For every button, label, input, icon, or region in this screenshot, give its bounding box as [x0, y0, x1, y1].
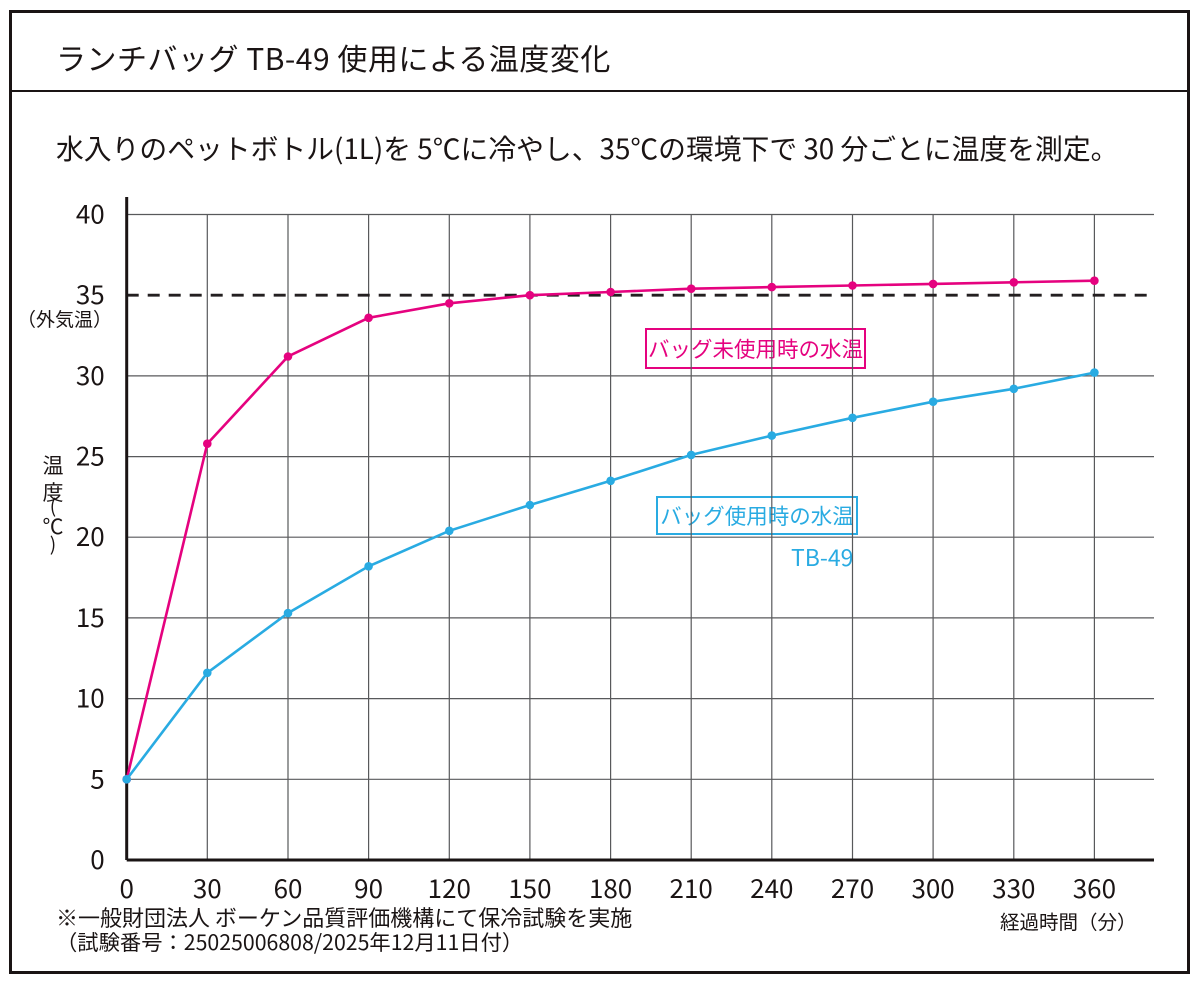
svg-text:210: 210: [670, 869, 713, 906]
svg-text:240: 240: [750, 869, 793, 906]
svg-text:10: 10: [76, 679, 105, 716]
svg-text:5: 5: [90, 759, 104, 796]
svg-text:90: 90: [354, 869, 383, 906]
svg-text:120: 120: [428, 869, 471, 906]
svg-text:15: 15: [76, 598, 105, 635]
svg-text:25: 25: [76, 437, 105, 474]
svg-text:300: 300: [911, 869, 954, 906]
svg-text:360: 360: [1073, 869, 1116, 906]
svg-text:180: 180: [589, 869, 632, 906]
svg-text:35: 35: [76, 275, 105, 312]
svg-text:30: 30: [193, 869, 222, 906]
svg-text:40: 40: [76, 195, 105, 232]
svg-text:60: 60: [274, 869, 303, 906]
svg-text:150: 150: [508, 869, 551, 906]
svg-text:330: 330: [992, 869, 1035, 906]
svg-text:30: 30: [76, 356, 105, 393]
svg-text:0: 0: [90, 840, 104, 877]
svg-text:20: 20: [76, 517, 105, 554]
svg-text:0: 0: [119, 869, 133, 906]
svg-text:270: 270: [831, 869, 874, 906]
